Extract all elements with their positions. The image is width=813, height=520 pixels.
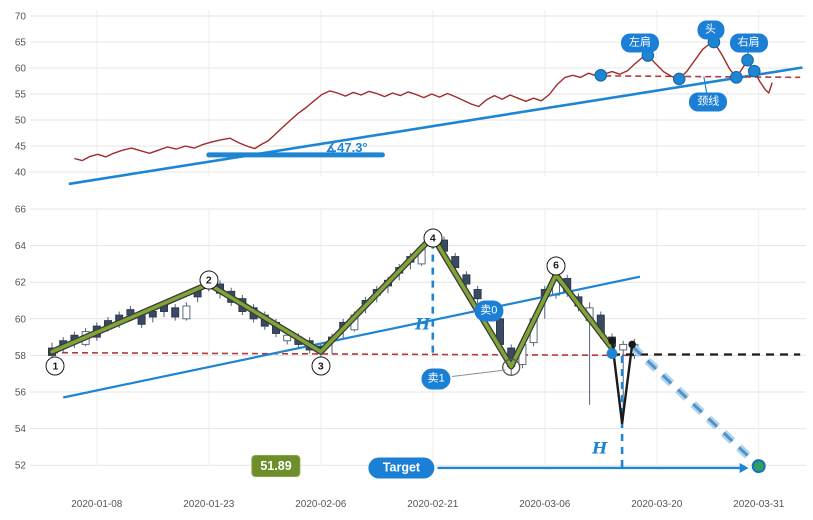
pivot-number-badge: 4 (423, 228, 443, 248)
pattern-height-label-1: H (415, 314, 431, 334)
svg-text:60: 60 (15, 314, 27, 325)
svg-text:50: 50 (15, 116, 27, 127)
svg-text:45: 45 (15, 142, 27, 153)
svg-text:65: 65 (15, 38, 27, 49)
svg-text:52: 52 (15, 461, 27, 472)
label-head[interactable]: 头 (697, 20, 725, 40)
svg-text:54: 54 (15, 424, 27, 435)
pattern-dot (594, 68, 608, 82)
candle (473, 289, 482, 300)
gridlines-and-axes: 4045505560657052545658606264662020-01-08… (15, 10, 806, 510)
label-right-shoulder[interactable]: 右肩 (729, 33, 768, 53)
svg-text:55: 55 (15, 90, 27, 101)
svg-text:70: 70 (15, 12, 27, 23)
pivot-number-badge: 3 (311, 356, 331, 376)
svg-text:58: 58 (15, 351, 27, 362)
svg-text:2020-01-08: 2020-01-08 (71, 499, 123, 510)
svg-text:2020-01-23: 2020-01-23 (183, 499, 235, 510)
label-left-shoulder[interactable]: 左肩 (621, 33, 659, 53)
pivot-number-badge: 1 (45, 356, 65, 376)
svg-text:2020-03-06: 2020-03-06 (519, 499, 571, 510)
upper-price-panel (68, 29, 803, 186)
candle (171, 307, 180, 318)
sell-signal-1-chip[interactable]: 卖1 (421, 368, 451, 390)
candle (283, 334, 292, 342)
svg-text:2020-03-31: 2020-03-31 (733, 499, 785, 510)
svg-text:64: 64 (15, 241, 27, 252)
label-neckline[interactable]: 颈线 (689, 92, 728, 112)
svg-text:66: 66 (15, 205, 27, 216)
target-dot (751, 459, 766, 474)
pattern-dot (672, 72, 686, 86)
pattern-dot (747, 64, 761, 78)
svg-text:56: 56 (15, 388, 27, 399)
pivot-number-badge: 2 (199, 270, 219, 290)
svg-text:2020-02-21: 2020-02-21 (407, 499, 459, 510)
pivot-number-badge: 6 (546, 256, 566, 276)
sell-signal-0-chip[interactable]: 卖0 (474, 300, 504, 322)
candle (619, 343, 628, 351)
candle (182, 305, 191, 320)
candle (462, 274, 471, 285)
pattern-dot (730, 71, 743, 84)
trendline-angle-label: ∡47.3° (325, 140, 368, 156)
breakdown-dot (606, 348, 618, 359)
svg-text:60: 60 (15, 64, 27, 75)
target-button[interactable]: Target (368, 457, 435, 479)
pivot-5-ellipse (502, 358, 521, 376)
svg-text:40: 40 (15, 168, 27, 179)
pattern-dot (741, 53, 754, 67)
svg-text:2020-03-20: 2020-03-20 (631, 499, 683, 510)
target-price-badge: 51.89 (251, 455, 301, 478)
svg-text:62: 62 (15, 278, 27, 289)
pattern-height-label-2: H (592, 438, 608, 458)
svg-text:2020-02-06: 2020-02-06 (295, 499, 347, 510)
